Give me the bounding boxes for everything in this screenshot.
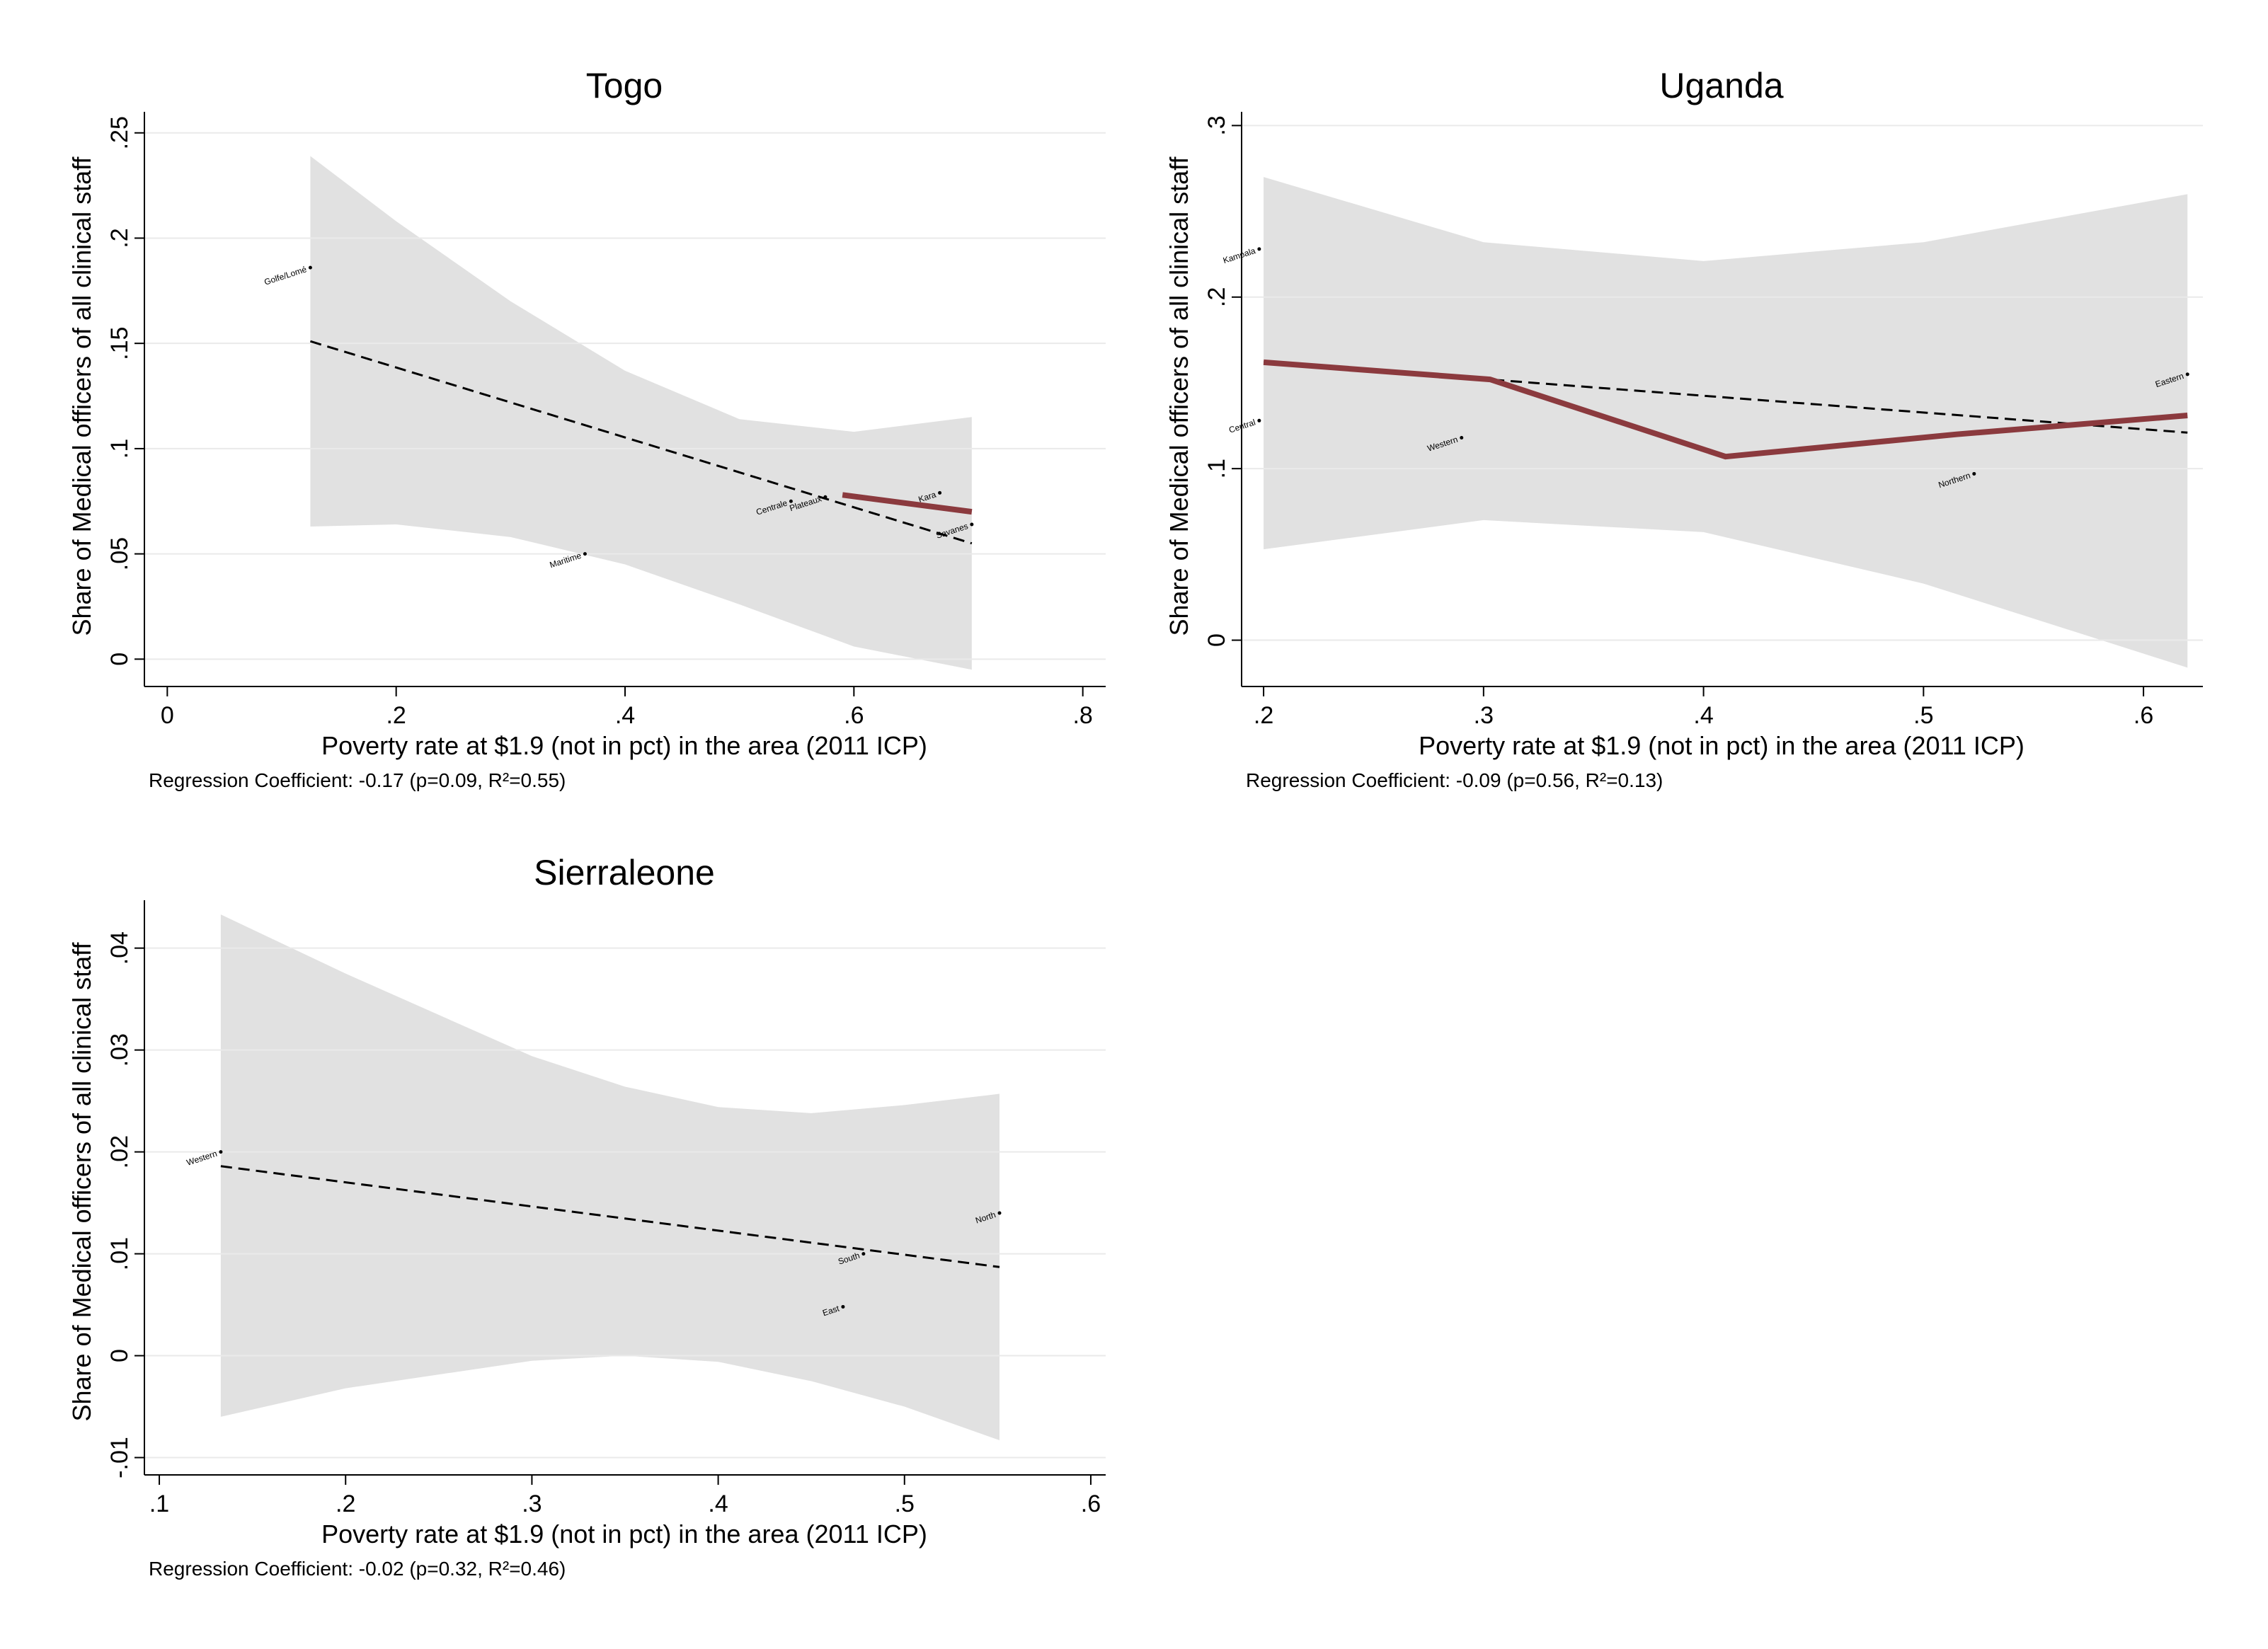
data-point bbox=[1460, 436, 1464, 440]
x-tick-label: .2 bbox=[1254, 702, 1273, 729]
x-tick-label: .1 bbox=[149, 1490, 169, 1517]
y-tick-label: .3 bbox=[1203, 115, 1230, 135]
lowess-line bbox=[1263, 359, 2188, 460]
y-tick-label: .01 bbox=[106, 1237, 133, 1270]
y-tick-label: 0 bbox=[1203, 633, 1230, 647]
y-tick-label: 0 bbox=[106, 653, 133, 666]
x-tick-label: .2 bbox=[386, 702, 406, 729]
panel-uganda: KampalaCentralWesternNorthernEastern .2.… bbox=[1164, 66, 2203, 791]
fit-line bbox=[1263, 361, 2188, 434]
chart-title: Sierraleone bbox=[534, 853, 715, 892]
data-point bbox=[789, 499, 793, 503]
data-point bbox=[938, 490, 942, 495]
x-tick-label: .6 bbox=[844, 702, 864, 729]
fit-line bbox=[220, 1165, 1000, 1268]
y-tick-label: -.01 bbox=[106, 1437, 133, 1478]
fit-line bbox=[309, 340, 973, 545]
y-axis-label: Share of Medical officers of all clinica… bbox=[67, 156, 96, 636]
x-tick-label: .2 bbox=[336, 1490, 355, 1517]
data-point bbox=[823, 495, 827, 499]
y-axis-label: Share of Medical officers of all clinica… bbox=[1164, 156, 1193, 636]
data-point bbox=[1257, 418, 1261, 423]
confidence-band bbox=[1264, 177, 2188, 668]
y-tick-label: .2 bbox=[1203, 287, 1230, 307]
data-point bbox=[1972, 471, 1976, 476]
y-tick-label: .1 bbox=[106, 439, 133, 459]
x-tick-label: .5 bbox=[895, 1490, 915, 1517]
data-point bbox=[219, 1150, 223, 1154]
data-point bbox=[308, 265, 312, 270]
regression-note: Regression Coefficient: -0.02 (p=0.32, R… bbox=[149, 1558, 566, 1580]
x-tick-label: 0 bbox=[161, 702, 174, 729]
data-point bbox=[1257, 247, 1261, 251]
x-axis-label: Poverty rate at $1.9 (not in pct) in the… bbox=[321, 731, 927, 760]
x-tick-label: .4 bbox=[615, 702, 635, 729]
lowess-line bbox=[842, 492, 973, 515]
y-tick-label: .2 bbox=[106, 228, 133, 248]
x-axis-label: Poverty rate at $1.9 (not in pct) in the… bbox=[321, 1519, 927, 1549]
x-axis-label: Poverty rate at $1.9 (not in pct) in the… bbox=[1419, 731, 2024, 760]
y-tick-label: .25 bbox=[106, 116, 133, 149]
regression-note: Regression Coefficient: -0.17 (p=0.09, R… bbox=[149, 769, 566, 791]
data-point bbox=[583, 552, 587, 556]
x-tick-label: .3 bbox=[522, 1490, 542, 1517]
x-tick-label: .5 bbox=[1913, 702, 1933, 729]
y-tick-label: .04 bbox=[106, 931, 133, 965]
x-tick-label: .4 bbox=[1693, 702, 1713, 729]
y-tick-label: .03 bbox=[106, 1033, 133, 1067]
x-tick-label: .6 bbox=[1081, 1490, 1101, 1517]
y-tick-label: 0 bbox=[106, 1349, 133, 1362]
data-point bbox=[861, 1252, 866, 1256]
data-point bbox=[841, 1304, 845, 1309]
x-tick-label: .8 bbox=[1072, 702, 1092, 729]
y-tick-label: .1 bbox=[1203, 459, 1230, 478]
y-tick-label: .05 bbox=[106, 537, 133, 570]
chart-title: Togo bbox=[586, 66, 663, 105]
data-point bbox=[970, 522, 974, 527]
data-point bbox=[997, 1211, 1002, 1215]
x-tick-label: .6 bbox=[2134, 702, 2153, 729]
confidence-band bbox=[310, 156, 972, 670]
y-tick-label: .02 bbox=[106, 1135, 133, 1168]
x-tick-label: .4 bbox=[708, 1490, 728, 1517]
chart-title: Uganda bbox=[1659, 66, 1783, 105]
confidence-band bbox=[220, 914, 1000, 1441]
regression-note: Regression Coefficient: -0.09 (p=0.56, R… bbox=[1246, 769, 1663, 791]
y-axis-label: Share of Medical officers of all clinica… bbox=[67, 942, 96, 1422]
x-tick-label: .3 bbox=[1474, 702, 1494, 729]
data-point bbox=[2185, 372, 2189, 377]
y-tick-label: .15 bbox=[106, 327, 133, 360]
